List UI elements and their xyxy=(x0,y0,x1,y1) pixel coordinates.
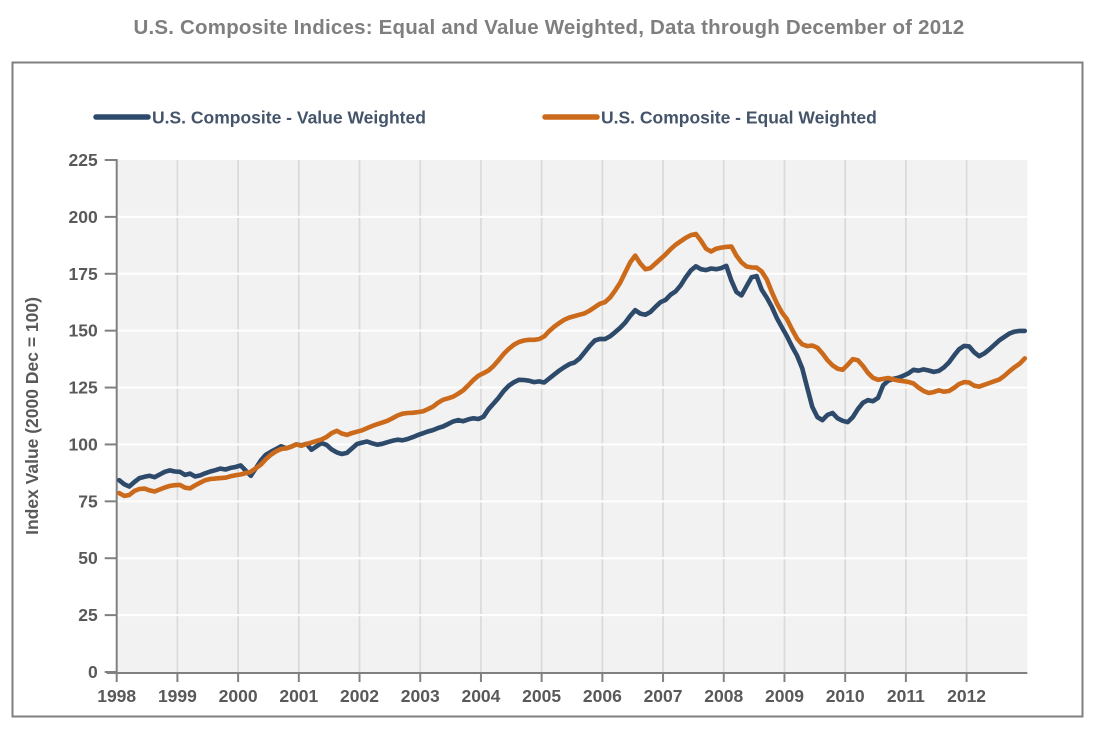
x-axis-tick-label: 1998 xyxy=(97,686,136,706)
x-axis-tick-label: 1999 xyxy=(158,686,197,706)
x-axis-tick-label: 2010 xyxy=(826,686,865,706)
chart-title: U.S. Composite Indices: Equal and Value … xyxy=(133,16,964,39)
x-axis-tick-label: 2005 xyxy=(522,686,561,706)
y-axis-tick-label: 175 xyxy=(68,264,97,284)
series-line-value-weighted xyxy=(116,263,1028,489)
x-axis-tick-label: 2012 xyxy=(947,686,986,706)
x-axis-tick-label: 2003 xyxy=(401,686,440,706)
series-line-equal-weighted xyxy=(116,231,1028,499)
x-axis-tick-label: 2002 xyxy=(340,686,379,706)
y-axis-tick-label: 225 xyxy=(68,150,97,170)
x-axis-tick-label: 2009 xyxy=(765,686,804,706)
y-axis-tick-label: 0 xyxy=(88,662,98,682)
y-axis-tick-label: 75 xyxy=(78,491,98,511)
y-axis-tick-label: 125 xyxy=(68,378,97,398)
y-axis-tick-label: 200 xyxy=(68,207,97,227)
x-axis-tick-label: 2006 xyxy=(583,686,622,706)
y-axis-title: Index Value (2000 Dec = 100) xyxy=(22,297,42,535)
y-axis-tick-label: 150 xyxy=(68,321,97,341)
y-axis-tick-label: 25 xyxy=(78,605,98,625)
x-axis-tick-label: 2008 xyxy=(704,686,743,706)
y-axis-tick-label: 100 xyxy=(68,434,97,454)
x-axis-tick-label: 2001 xyxy=(279,686,318,706)
x-axis-tick-label: 2004 xyxy=(461,686,500,706)
x-axis-tick-label: 2000 xyxy=(219,686,258,706)
x-axis-tick-label: 2007 xyxy=(644,686,683,706)
y-axis-tick-label: 50 xyxy=(78,548,98,568)
legend: U.S. Composite - Value Weighted U.S. Com… xyxy=(93,108,877,128)
legend-label-equal-weighted: U.S. Composite - Equal Weighted xyxy=(601,108,877,128)
x-axis-tick-label: 2011 xyxy=(887,686,925,706)
plot-background xyxy=(116,160,1028,672)
plot-area: 0 25 50 75 100 125 150 175 200 225 1998 1999 2000 200… xyxy=(68,150,1028,706)
legend-label-value-weighted: U.S. Composite - Value Weighted xyxy=(152,108,426,128)
